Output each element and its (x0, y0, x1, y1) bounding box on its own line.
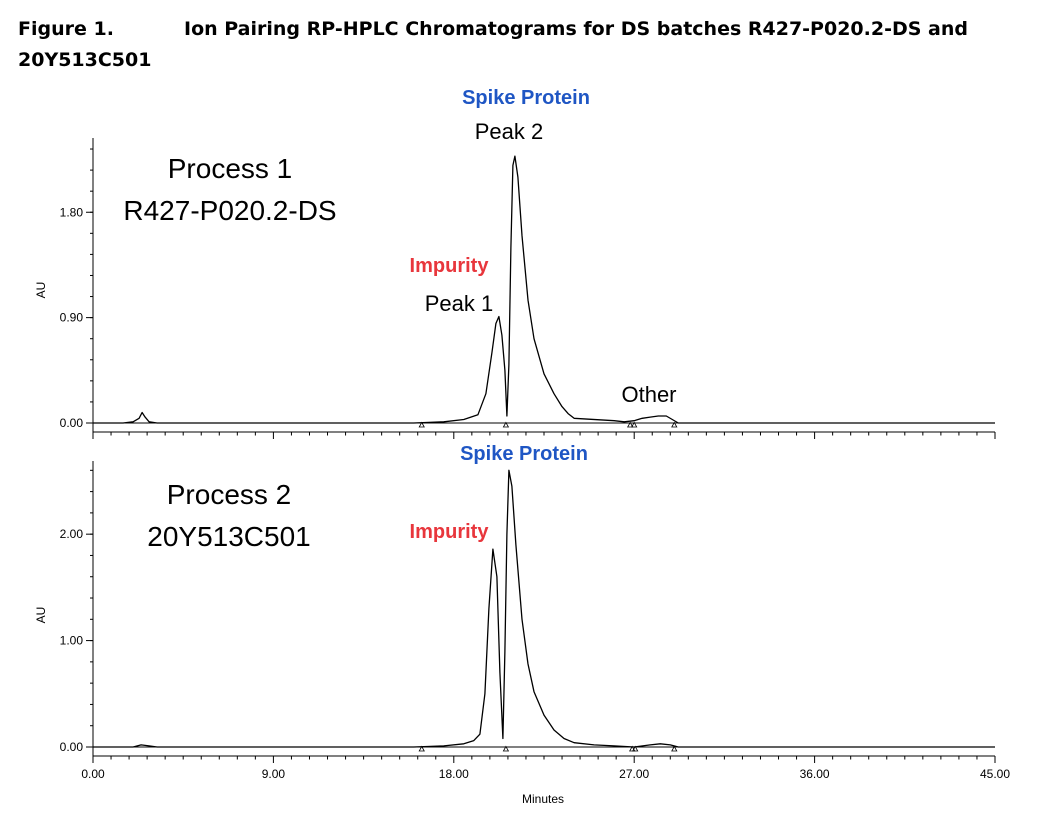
top-integration-marker (627, 421, 634, 428)
top-integration-marker (631, 421, 638, 428)
bottom-chromatogram-trace (93, 469, 995, 748)
bottom-impurity-label: Impurity (410, 521, 490, 543)
bottom-integration-marker (671, 745, 678, 752)
chart-annotations: Spike Protein Peak 2 Process 1 R427-P020… (123, 87, 676, 552)
bottom-x-tick-label: 9.00 (262, 767, 286, 781)
top-impurity-label: Impurity (410, 255, 490, 277)
figure-title-line2: 20Y513C501 (18, 49, 152, 71)
bottom-chromatogram-panel: 0.00 1.00 2.00 AU 0.00 9.00 18.00 27.00 36.00 45.… (34, 461, 1010, 806)
figure-caption: Figure 1. Ion Pairing RP-HPLC Chromatogra… (18, 14, 1058, 76)
bottom-y-axis-title: AU (34, 607, 48, 624)
bottom-spike-protein-label: Spike Protein (460, 443, 588, 465)
top-y-axis-title: AU (34, 282, 48, 299)
top-batch-label: R427-P020.2-DS (123, 195, 336, 226)
top-y-tick-label: 1.80 (60, 205, 84, 219)
bottom-x-tick-label: 45.00 (980, 767, 1010, 781)
bottom-y-tick-label: 2.00 (60, 527, 84, 541)
figure-title-line1: Ion Pairing RP-HPLC Chromatograms for DS… (184, 18, 968, 40)
figure-label: Figure 1. (18, 18, 114, 40)
bottom-y-tick-label: 0.00 (60, 740, 84, 754)
x-axis-title: Minutes (522, 792, 564, 806)
bottom-x-tick-label: 27.00 (619, 767, 649, 781)
bottom-y-tick-label: 1.00 (60, 634, 84, 648)
bottom-integration-marker (629, 745, 636, 752)
top-chromatogram-panel: 0.00 0.90 1.80 AU (34, 138, 996, 439)
top-chromatogram-trace (93, 155, 995, 424)
bottom-x-tick-label: 0.00 (81, 767, 105, 781)
top-process-label: Process 1 (168, 153, 293, 184)
top-y-tick-label: 0.90 (60, 311, 84, 325)
bottom-integration-marker (502, 745, 510, 752)
top-spike-protein-label: Spike Protein (462, 87, 590, 109)
top-integration-marker (671, 421, 678, 428)
bottom-x-tick-label: 36.00 (800, 767, 830, 781)
top-integration-marker (502, 421, 510, 428)
top-peak2-label: Peak 2 (475, 119, 544, 144)
top-y-tick-label: 0.00 (60, 416, 84, 430)
top-peak1-label: Peak 1 (425, 291, 494, 316)
top-other-label: Other (621, 382, 676, 407)
bottom-integration-marker (418, 745, 425, 752)
bottom-batch-label: 20Y513C501 (147, 521, 310, 552)
top-integration-marker (418, 421, 425, 428)
bottom-integration-marker (632, 745, 639, 752)
bottom-x-tick-label: 18.00 (439, 767, 469, 781)
bottom-process-label: Process 2 (167, 479, 292, 510)
